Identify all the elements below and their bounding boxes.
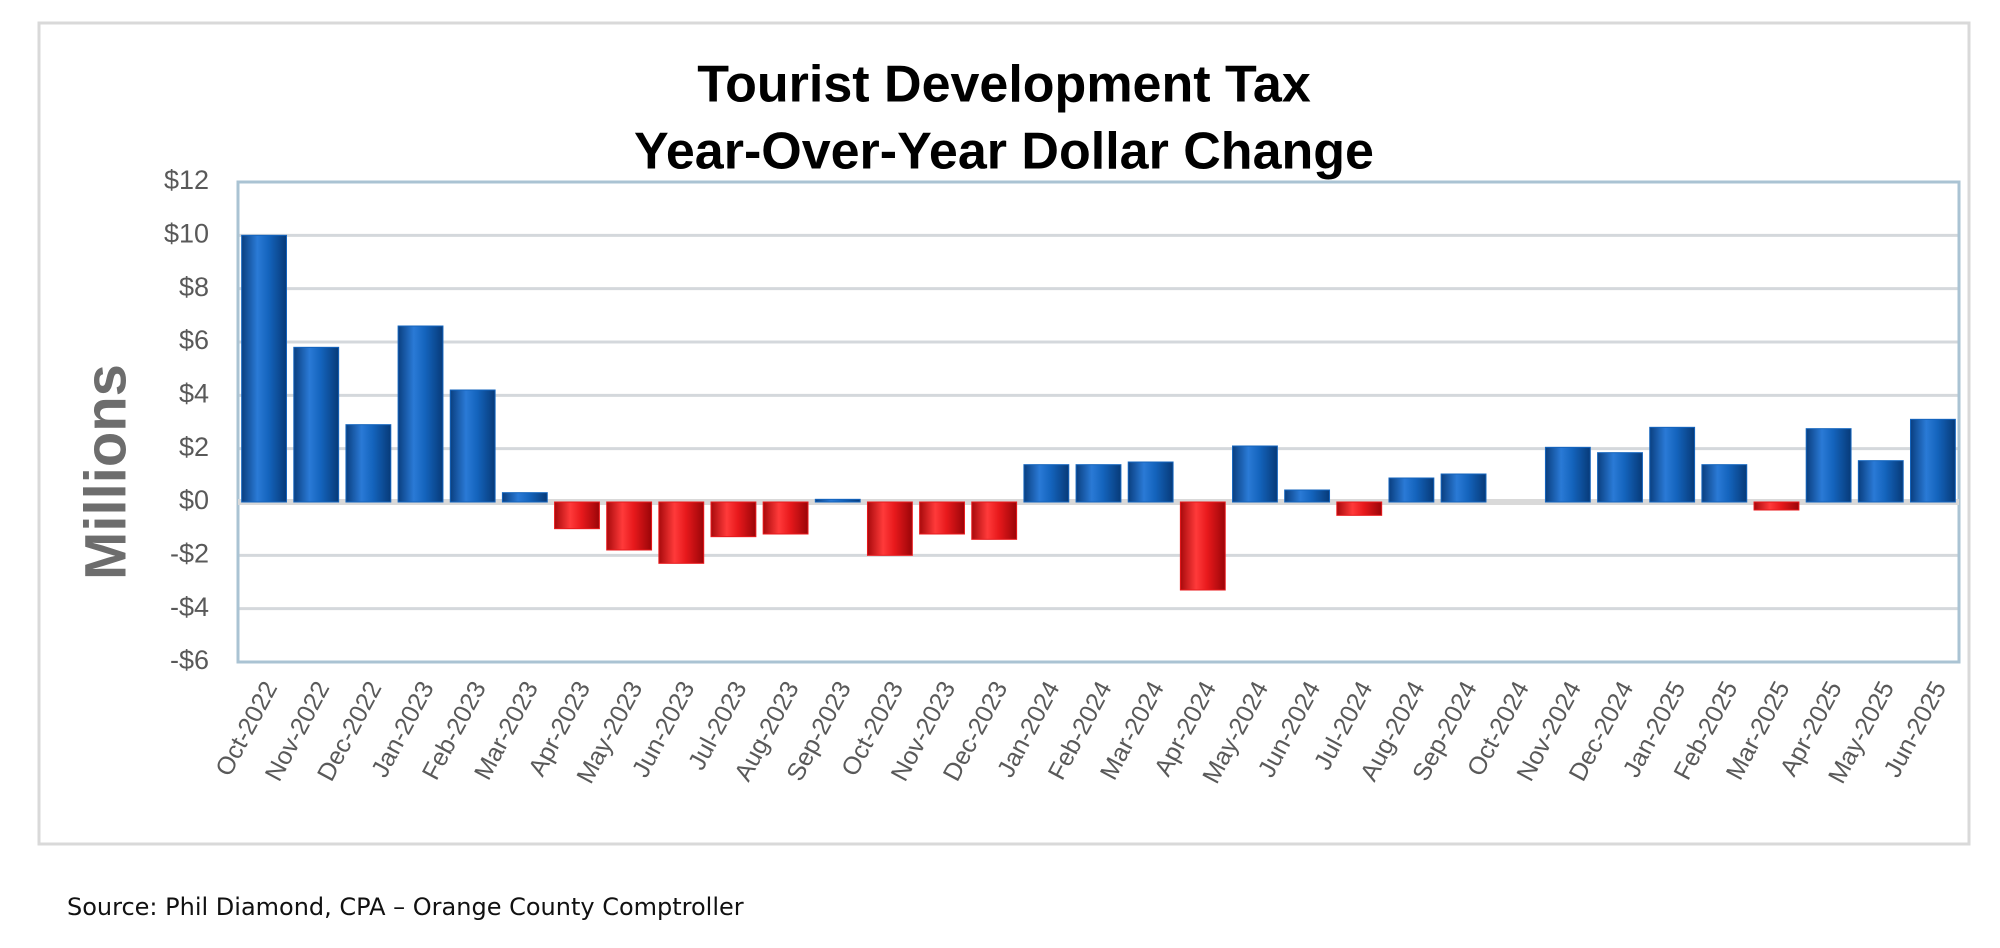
bar <box>1857 460 1904 503</box>
bar <box>501 492 548 503</box>
source-note: Source: Phil Diamond, CPA – Orange Count… <box>67 893 744 921</box>
y-tick-label: $8 <box>179 272 209 302</box>
bar <box>1649 426 1696 503</box>
y-axis-label: Millions <box>73 364 138 580</box>
bar <box>1023 464 1070 503</box>
bar <box>1597 452 1643 503</box>
bar <box>1440 473 1487 503</box>
bar <box>1232 445 1278 503</box>
y-tick-label: $10 <box>164 218 209 248</box>
bar <box>241 234 288 503</box>
bar <box>1075 464 1122 503</box>
plot-border <box>236 180 1961 664</box>
bar <box>1388 477 1435 503</box>
bar <box>606 501 653 551</box>
bar <box>762 501 809 535</box>
bar <box>814 498 861 503</box>
y-tick-label: $0 <box>179 485 209 515</box>
y-tick-label: $2 <box>179 432 209 462</box>
bar <box>1701 464 1748 503</box>
bar <box>658 501 705 564</box>
bar <box>919 501 965 535</box>
y-tick-label: $12 <box>164 165 209 195</box>
bar <box>1127 461 1174 503</box>
chart-title: Tourist Development Tax <box>697 56 1311 114</box>
chart-subtitle: Year-Over-Year Dollar Change <box>634 123 1374 181</box>
bar <box>449 389 496 503</box>
y-tick-label: $4 <box>179 378 209 408</box>
bar <box>971 501 1018 540</box>
bar <box>1909 418 1956 503</box>
bar <box>1336 501 1383 516</box>
y-tick-label: -$6 <box>170 645 209 675</box>
bar <box>293 346 340 503</box>
y-tick-label: -$2 <box>170 538 209 568</box>
bar <box>554 501 600 530</box>
bar <box>1284 489 1331 503</box>
bar <box>1544 446 1591 503</box>
y-tick-label: $6 <box>179 325 209 355</box>
bar <box>345 424 392 503</box>
y-tick-label: -$4 <box>170 592 209 622</box>
bar <box>1805 428 1852 503</box>
bar <box>397 325 444 503</box>
bar <box>866 501 913 556</box>
bar <box>1179 501 1226 591</box>
bar <box>1753 501 1800 511</box>
bar <box>710 501 757 538</box>
